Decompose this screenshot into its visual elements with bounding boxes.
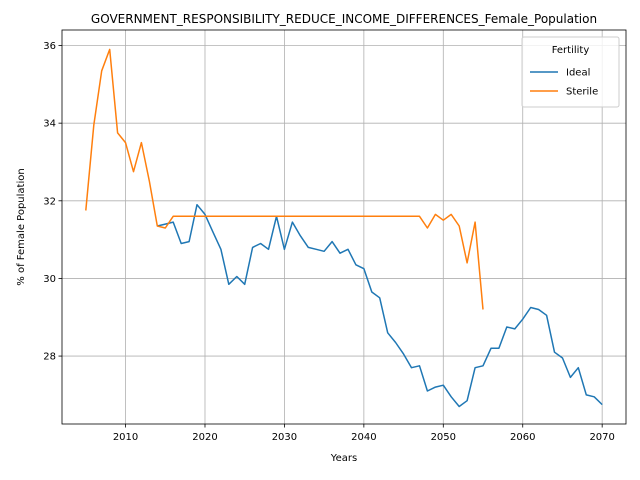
series-lines bbox=[85, 48, 603, 408]
x-tick-label: 2070 bbox=[589, 432, 614, 443]
plot-frame bbox=[61, 29, 627, 425]
x-tick-label: 2030 bbox=[272, 432, 297, 443]
x-tick-label: 2010 bbox=[113, 432, 138, 443]
x-axis-label: Years bbox=[330, 453, 357, 464]
y-tick-label: 34 bbox=[43, 119, 56, 130]
x-tick-label: 2020 bbox=[192, 432, 217, 443]
legend-box bbox=[521, 36, 620, 108]
series-line-ideal bbox=[157, 203, 603, 408]
legend: Fertility Ideal Sterile bbox=[521, 36, 620, 108]
x-axis-ticks: 2010 2020 2030 2040 2050 2060 2070 bbox=[113, 424, 615, 443]
y-axis-label: % of Female Population bbox=[16, 168, 27, 285]
y-tick-label: 32 bbox=[43, 196, 56, 207]
y-tick-label: 30 bbox=[43, 274, 56, 285]
legend-label-ideal: Ideal bbox=[566, 68, 590, 79]
legend-title: Fertility bbox=[552, 45, 590, 56]
x-tick-label: 2060 bbox=[510, 432, 535, 443]
x-tick-label: 2050 bbox=[431, 432, 456, 443]
y-tick-label: 36 bbox=[43, 41, 56, 52]
series-line-sterile bbox=[85, 48, 484, 310]
chart-title: GOVERNMENT_RESPONSIBILITY_REDUCE_INCOME_… bbox=[91, 12, 597, 26]
legend-label-sterile: Sterile bbox=[566, 87, 598, 98]
x-tick-label: 2040 bbox=[351, 432, 376, 443]
y-tick-label: 28 bbox=[43, 352, 56, 363]
y-axis-ticks: 28 30 32 34 36 bbox=[43, 41, 62, 363]
